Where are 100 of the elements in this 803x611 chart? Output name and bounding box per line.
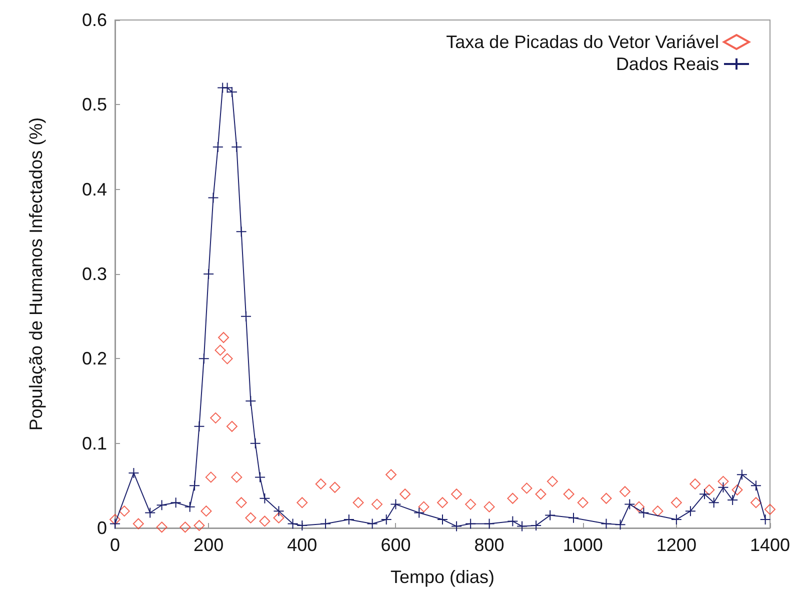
x-tick-label: 1000 <box>562 535 603 555</box>
point <box>212 142 224 152</box>
point <box>287 518 298 530</box>
point <box>240 310 252 322</box>
point <box>568 512 579 524</box>
point <box>198 353 210 364</box>
point <box>386 469 397 480</box>
point <box>180 522 191 533</box>
point <box>259 492 270 504</box>
x-axis-title: Tempo (dias) <box>390 567 495 587</box>
point <box>110 518 120 530</box>
y-tick-label: 0.3 <box>82 264 107 284</box>
point <box>619 486 630 498</box>
point <box>750 480 762 492</box>
point <box>708 497 720 508</box>
point <box>128 467 140 478</box>
point <box>400 488 411 500</box>
x-tick-label: 800 <box>474 535 504 555</box>
point <box>516 520 528 532</box>
point <box>600 518 612 530</box>
x-tick-label: 0 <box>110 535 120 555</box>
point <box>390 498 402 510</box>
point <box>634 501 644 512</box>
y-tick-label: 0 <box>96 518 107 538</box>
point <box>764 504 776 515</box>
point <box>530 520 542 531</box>
point <box>343 514 354 526</box>
point <box>451 488 462 500</box>
point <box>690 478 701 490</box>
point <box>521 482 532 494</box>
y-tick-label: 0.4 <box>82 179 107 200</box>
x-tick-label: 400 <box>287 535 318 555</box>
point <box>329 482 340 493</box>
point <box>273 506 284 517</box>
x-tick-label: 1400 <box>750 535 790 555</box>
point <box>231 472 242 483</box>
y-tick-label: 0.1 <box>82 433 107 454</box>
x-tick-label: 200 <box>194 535 224 555</box>
point <box>366 518 378 530</box>
point <box>210 412 222 424</box>
y-tick-label: 0.5 <box>82 94 107 115</box>
point <box>544 510 556 521</box>
point <box>372 498 382 510</box>
point <box>156 500 168 511</box>
x-tick-label: 600 <box>380 535 411 555</box>
point <box>194 420 205 432</box>
point <box>652 506 664 517</box>
point <box>208 192 219 204</box>
point <box>507 516 518 527</box>
point <box>254 472 266 483</box>
point <box>118 506 130 517</box>
point <box>750 497 762 508</box>
x-tick-label: 1200 <box>656 535 696 555</box>
point <box>484 518 495 530</box>
point <box>563 488 574 500</box>
point <box>273 512 284 524</box>
point <box>132 518 144 530</box>
point <box>684 506 696 517</box>
point <box>205 472 216 483</box>
point <box>535 488 546 500</box>
point <box>507 492 518 504</box>
point <box>414 507 425 518</box>
point <box>226 420 238 432</box>
point <box>236 226 247 238</box>
point <box>718 482 729 493</box>
point <box>189 480 200 492</box>
point <box>144 507 156 518</box>
point <box>380 514 392 526</box>
point <box>245 512 256 524</box>
point <box>184 501 196 512</box>
point <box>437 497 448 508</box>
point <box>315 478 326 490</box>
point <box>320 518 332 530</box>
point <box>704 484 715 496</box>
point <box>200 506 212 517</box>
point <box>577 497 588 508</box>
point <box>465 498 476 510</box>
point <box>614 519 626 530</box>
legend-label: Dados Reais <box>616 54 719 74</box>
point <box>236 497 247 508</box>
point <box>203 268 214 280</box>
point <box>110 514 120 526</box>
point <box>736 469 748 480</box>
point <box>194 520 205 531</box>
point <box>699 488 710 500</box>
point <box>437 514 448 526</box>
point <box>451 520 462 532</box>
point <box>638 507 650 518</box>
point <box>418 501 430 512</box>
point <box>218 332 230 343</box>
point <box>670 497 682 508</box>
point <box>156 522 168 533</box>
point <box>484 501 495 512</box>
point <box>727 494 738 506</box>
point <box>718 476 729 487</box>
y-tick-label: 0.6 <box>82 10 107 30</box>
point <box>259 516 270 527</box>
point <box>546 476 558 487</box>
point <box>170 497 182 508</box>
point <box>222 353 233 364</box>
